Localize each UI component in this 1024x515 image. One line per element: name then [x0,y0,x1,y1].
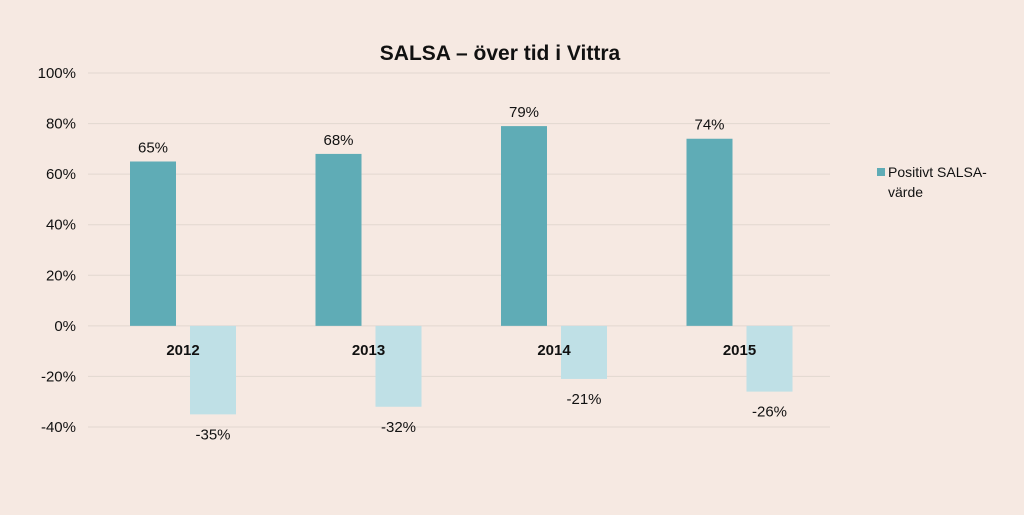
data-label: 68% [323,132,353,149]
bar-negative-2014 [561,325,607,379]
legend-swatch-positive [877,168,885,176]
x-category-label: 2014 [537,342,571,359]
bar-positive-2015 [686,138,733,326]
legend-label-line-2: värde [888,184,923,200]
x-category-label: 2015 [723,342,756,359]
bar-negative-2015 [746,325,793,392]
data-label: 65% [138,140,168,157]
y-tick-label: 0% [54,318,76,335]
bar-negative-2012 [190,325,236,415]
x-category-label: 2013 [352,342,385,359]
legend: Positivt SALSA- värde [877,164,987,200]
y-tick-label: -20% [41,368,76,385]
y-tick-label: 80% [46,116,76,133]
data-label: -35% [195,426,230,443]
chart-title: SALSA – över tid i Vittra [380,42,621,65]
bar-positive-2014 [501,126,547,326]
y-tick-label: 60% [46,166,76,183]
bar-positive-2012 [130,161,176,326]
x-category-label: 2012 [166,342,199,359]
data-label: 74% [694,117,724,134]
data-label: -21% [566,391,601,408]
data-label: -26% [752,404,787,421]
y-tick-label: 100% [38,65,76,82]
data-label: -32% [381,419,416,436]
y-tick-label: -40% [41,419,76,436]
bar-negative-2013 [375,325,422,407]
bar-positive-2013 [315,153,362,326]
y-tick-label: 40% [46,217,76,234]
data-label: 79% [509,104,539,121]
legend-label-line-1: Positivt SALSA- [888,164,987,180]
y-tick-label: 20% [46,267,76,284]
